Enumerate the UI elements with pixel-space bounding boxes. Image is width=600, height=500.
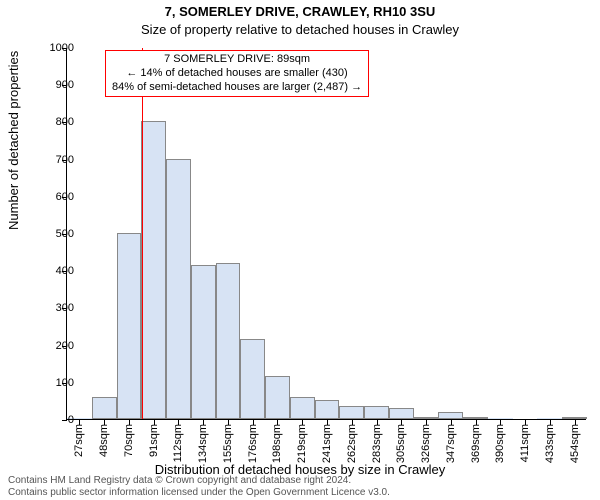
x-tick-label: 433sqm xyxy=(544,424,556,463)
x-tick-label: 305sqm xyxy=(395,424,407,463)
y-tick-label: 300 xyxy=(56,302,74,314)
page: 7, SOMERLEY DRIVE, CRAWLEY, RH10 3SU Siz… xyxy=(0,0,600,500)
x-tick-label: 454sqm xyxy=(569,424,581,463)
histogram-bar xyxy=(438,412,463,419)
x-tick-label: 262sqm xyxy=(346,424,358,463)
chart-area: 27sqm48sqm70sqm91sqm112sqm134sqm155sqm17… xyxy=(66,48,586,420)
x-tick-label: 390sqm xyxy=(494,424,506,463)
histogram-bar xyxy=(488,418,513,419)
footer-line-1: Contains HM Land Registry data © Crown c… xyxy=(8,475,390,487)
x-tick-label: 134sqm xyxy=(197,424,209,463)
y-tick-label: 700 xyxy=(56,154,74,166)
histogram-bar xyxy=(414,417,439,419)
x-tick-label: 48sqm xyxy=(98,424,110,457)
x-tick-label: 369sqm xyxy=(470,424,482,463)
annotation-line: ← 14% of detached houses are smaller (43… xyxy=(112,67,362,81)
property-marker-line xyxy=(142,48,143,419)
x-tick-label: 219sqm xyxy=(296,424,308,463)
x-tick-label: 241sqm xyxy=(321,424,333,463)
histogram-bar xyxy=(166,159,191,419)
histogram-bar xyxy=(364,406,389,419)
histogram-bar xyxy=(537,418,562,419)
histogram-bar xyxy=(463,417,488,419)
annotation-line: 84% of semi-detached houses are larger (… xyxy=(112,81,362,95)
y-tick-label: 800 xyxy=(56,116,74,128)
x-tick-label: 70sqm xyxy=(123,424,135,457)
x-tick-label: 198sqm xyxy=(271,424,283,463)
x-tick-label: 283sqm xyxy=(371,424,383,463)
y-tick-label: 1000 xyxy=(50,42,74,54)
y-tick-mark xyxy=(62,420,67,421)
y-tick-label: 900 xyxy=(56,79,74,91)
histogram-bar xyxy=(141,121,166,419)
histogram-bar xyxy=(117,233,142,419)
page-subtitle: Size of property relative to detached ho… xyxy=(0,22,600,37)
x-tick-label: 326sqm xyxy=(420,424,432,463)
histogram-bar xyxy=(240,339,265,419)
y-axis-label: Number of detached properties xyxy=(6,51,21,230)
y-tick-label: 100 xyxy=(56,377,74,389)
histogram-bar xyxy=(562,417,587,419)
x-tick-label: 112sqm xyxy=(172,424,184,462)
x-tick-label: 91sqm xyxy=(148,424,160,457)
annotation-box: 7 SOMERLEY DRIVE: 89sqm← 14% of detached… xyxy=(105,50,369,97)
footer-line-2: Contains public sector information licen… xyxy=(8,487,390,499)
x-tick-label: 155sqm xyxy=(222,424,234,463)
x-tick-label: 411sqm xyxy=(519,424,531,462)
footer: Contains HM Land Registry data © Crown c… xyxy=(8,475,390,498)
y-tick-label: 400 xyxy=(56,265,74,277)
histogram-bar xyxy=(191,265,216,419)
y-tick-label: 200 xyxy=(56,340,74,352)
x-tick-label: 176sqm xyxy=(247,424,259,463)
plot-area: 27sqm48sqm70sqm91sqm112sqm134sqm155sqm17… xyxy=(66,48,586,420)
histogram-bar xyxy=(315,400,340,419)
histogram-bar xyxy=(216,263,241,419)
histogram-bar xyxy=(265,376,290,419)
y-tick-label: 500 xyxy=(56,228,74,240)
histogram-bar xyxy=(92,397,117,419)
histogram-bar xyxy=(290,397,315,419)
page-title-address: 7, SOMERLEY DRIVE, CRAWLEY, RH10 3SU xyxy=(0,4,600,19)
annotation-line: 7 SOMERLEY DRIVE: 89sqm xyxy=(112,53,362,67)
y-tick-label: 600 xyxy=(56,191,74,203)
x-tick-label: 347sqm xyxy=(445,424,457,463)
x-tick-label: 27sqm xyxy=(73,424,85,457)
histogram-bar xyxy=(339,406,364,419)
histogram-bar xyxy=(389,408,414,419)
y-tick-label: 0 xyxy=(68,414,74,426)
